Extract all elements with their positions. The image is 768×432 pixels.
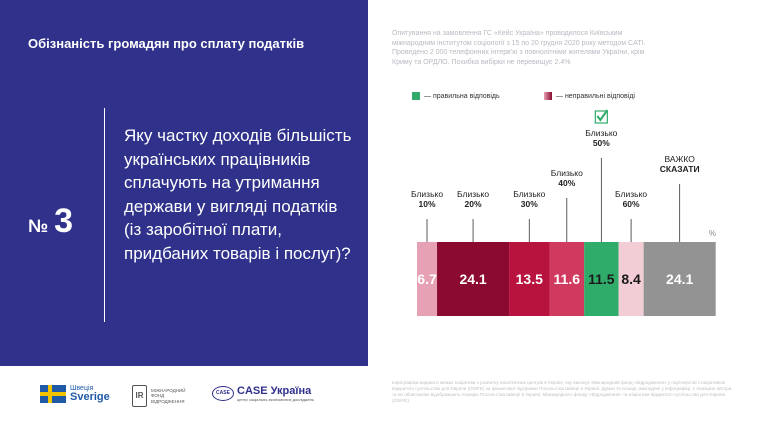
question-number-value: 3 (54, 202, 73, 240)
irf-logo-text: МІЖНАРОДНИЙ ФОНД ВІДРОДЖЕННЯ (151, 387, 186, 404)
sweden-logo-small: Швеція (70, 385, 94, 392)
data-label-6: 8.4 (621, 271, 641, 287)
category-label-6-line-2: 60% (623, 199, 640, 209)
category-label-5-line-1: Близько (585, 128, 617, 138)
legend-correct-label: — правильна відповідь (424, 92, 500, 100)
category-label-3-line-1: Близько (513, 189, 545, 199)
question-number-prefix: № (28, 216, 49, 236)
legend-incorrect: — неправильні відповіді (544, 92, 635, 100)
data-label-4: 11.6 (554, 271, 581, 287)
question-panel: Обізнаність громадян про сплату податків… (0, 0, 368, 366)
question-text: Яку частку доходів більшість українських… (124, 126, 352, 263)
category-label-3-line-2: 30% (521, 199, 538, 209)
question-number: № 3 (28, 202, 73, 241)
page-title: Обізнаність громадян про сплату податків (28, 36, 305, 51)
sweden-logo-big: Sverige (70, 391, 110, 403)
category-label-7-line-2: СКАЗАТИ (660, 164, 700, 174)
check-box-icon (594, 110, 608, 124)
data-label-3: 13.5 (516, 271, 543, 287)
check-mark-icon (596, 109, 609, 122)
footer-disclaimer: Інфографіка видана в межах Ініціативи з … (392, 380, 732, 403)
category-label-2-line-1: Близько (457, 189, 489, 199)
case-logo-name: CASE Україна (237, 385, 312, 397)
bar-segment-4 (549, 242, 585, 316)
data-label-5: 11.5 (588, 271, 615, 287)
bar-segment-7 (643, 242, 716, 316)
category-label-7-line-1: ВАЖКО (664, 154, 695, 164)
bar-segment-2 (437, 242, 510, 316)
legend-incorrect-swatch (544, 92, 552, 100)
methodology-note: Опитування на замовлення ГС «Кейс Україн… (392, 30, 646, 66)
data-label-1: 6.7 (417, 271, 437, 287)
case-logo: CASE CASE Україна центр соціально-економ… (212, 385, 314, 402)
data-label-2: 24.1 (459, 271, 486, 287)
legend-correct-swatch (412, 92, 420, 100)
category-label-5-line-2: 50% (593, 138, 610, 148)
case-mark-icon: CASE (212, 386, 234, 401)
case-logo-sub: центр соціально-економічних досліджень (237, 397, 314, 402)
data-label-7: 24.1 (666, 271, 693, 287)
bar-segment-5 (584, 242, 619, 316)
divider-line (104, 108, 105, 322)
category-label-4-line-2: 40% (558, 178, 575, 188)
bar-segment-6 (618, 242, 644, 316)
category-label-1-line-1: Близько (411, 189, 443, 199)
bar-segment-3 (509, 242, 550, 316)
category-label-1-line-2: 10% (419, 199, 436, 209)
category-label-6-line-1: Близько (615, 189, 647, 199)
irf-mark-icon: IR (132, 385, 147, 407)
partner-logos: Швеція Sverige IR МІЖНАРОДНИЙ ФОНД ВІДРО… (0, 366, 368, 432)
bar-segment-1 (417, 242, 438, 316)
unit-label: % (709, 229, 716, 238)
sweden-flag-icon (40, 385, 66, 403)
legend-correct: — правильна відповідь (412, 92, 500, 100)
category-label-4-line-1: Близько (551, 168, 583, 178)
legend-incorrect-label: — неправильні відповіді (556, 92, 635, 100)
category-label-2-line-2: 20% (465, 199, 482, 209)
sweden-logo: Швеція Sverige (40, 385, 110, 403)
irf-logo: IR МІЖНАРОДНИЙ ФОНД ВІДРОДЖЕННЯ (132, 385, 195, 407)
